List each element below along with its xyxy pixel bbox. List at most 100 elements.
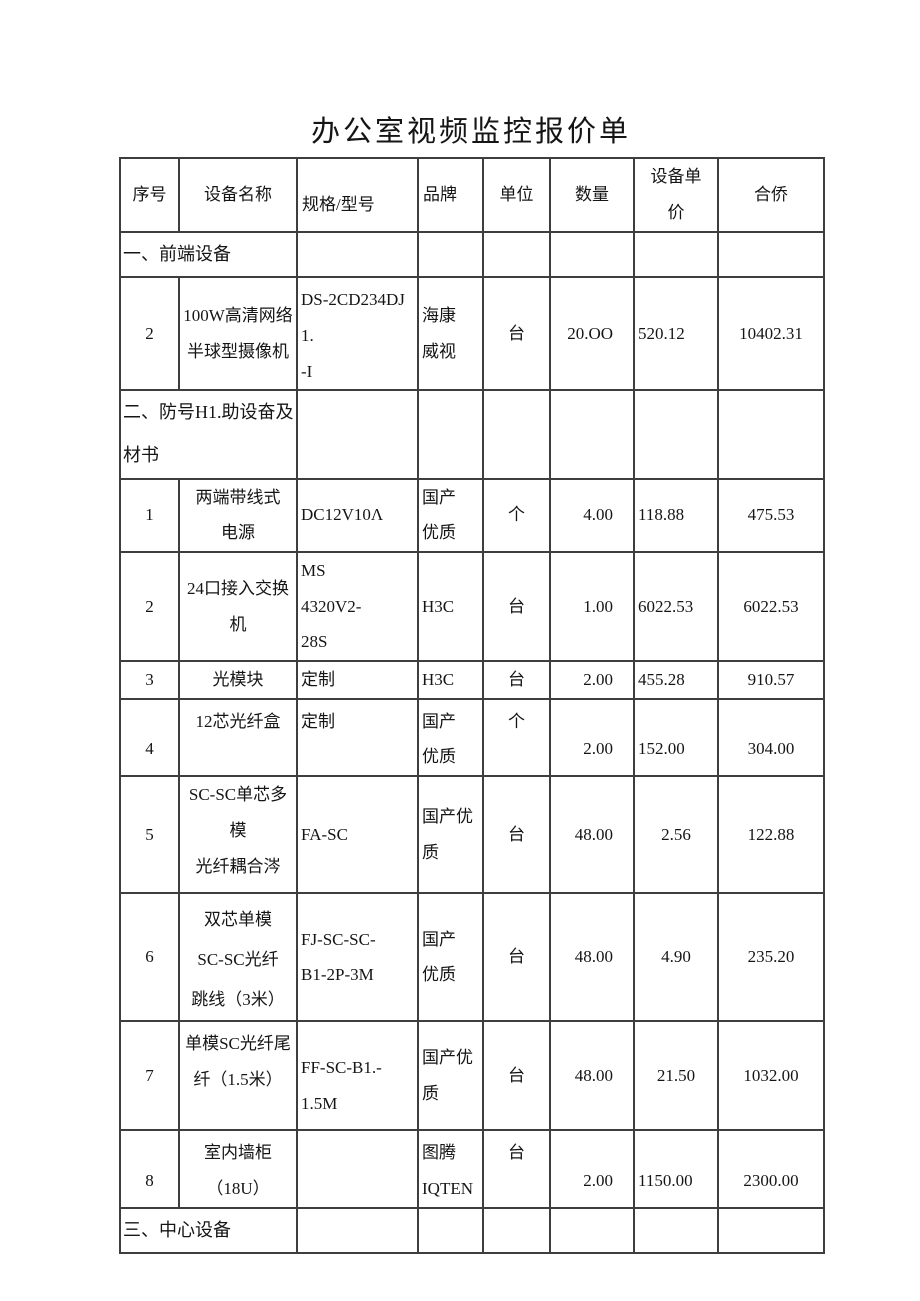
table-row: 7 单模SC光纤尾 纤（1.5米） FF-SC-B1.- 1.5M 国产优 质台 48.…	[119, 1020, 825, 1132]
cell-brand: 国产 优质	[417, 477, 484, 554]
cell-no: 4	[119, 697, 180, 778]
header-price: 设备单 价	[633, 157, 719, 233]
table-row: 8 室内墙柜 （18U） 图腾 IQTEN 台 2.00 1150.00 2300.00	[119, 1129, 825, 1209]
cell-no: 3	[119, 660, 180, 700]
table-row: 4 12芯光纤盒 定制 国产 优质个 2.00 152.00 304.00	[119, 697, 825, 778]
header-name: 设备名称	[178, 157, 298, 233]
empty-cell	[549, 1206, 635, 1254]
cell-qty: 1.00	[549, 550, 635, 663]
section-label: 一、前端设备	[119, 230, 298, 279]
cell-name: 100W高清网络 半球型摄像机	[178, 276, 298, 392]
cell-spec: MS 4320V2- 28S	[296, 550, 419, 663]
empty-cell	[482, 230, 551, 279]
cell-spec: DS-2CD234DJ1. -I	[296, 276, 419, 392]
cell-qty: 48.00	[549, 1020, 635, 1132]
cell-spec: DC12V10Λ	[296, 477, 419, 554]
empty-cell	[296, 389, 419, 480]
cell-unit: 台	[482, 892, 551, 1023]
cell-no: 7	[119, 1020, 180, 1132]
cell-total: 2300.00	[717, 1129, 825, 1209]
cell-brand: 国产 优质	[417, 892, 484, 1023]
cell-no: 6	[119, 892, 180, 1023]
empty-cell	[549, 230, 635, 279]
cell-brand: 国产优 质	[417, 1020, 484, 1132]
cell-price: 6022.53	[633, 550, 719, 663]
cell-brand: 国产优 质	[417, 775, 484, 895]
cell-total: 10402.31	[717, 276, 825, 392]
empty-cell	[633, 389, 719, 480]
empty-cell	[633, 1206, 719, 1254]
cell-brand: 图腾 IQTEN	[417, 1129, 484, 1209]
cell-qty: 48.00	[549, 775, 635, 895]
header-total: 合侨	[717, 157, 825, 233]
empty-cell	[482, 1206, 551, 1254]
cell-unit: 台	[482, 550, 551, 663]
table-row: 1 两端带线式 电源 DC12V10Λ 国产 优质个 4.00 118.88 475.53	[119, 477, 825, 554]
cell-name: 光模块	[178, 660, 298, 700]
cell-price: 455.28	[633, 660, 719, 700]
cell-price: 152.00	[633, 697, 719, 778]
cell-unit: 个	[482, 477, 551, 554]
empty-cell	[549, 389, 635, 480]
cell-name: 双芯单模 SC-SC光纤 跳线（3米）	[178, 892, 298, 1023]
cell-total: 304.00	[717, 697, 825, 778]
table-body: 一、前端设备 2 100W高清网络 半球型摄像机 DS-2CD234DJ1. -I 海康…	[119, 230, 825, 1254]
cell-price: 520.12	[633, 276, 719, 392]
empty-cell	[717, 389, 825, 480]
cell-total: 6022.53	[717, 550, 825, 663]
cell-spec	[296, 1129, 419, 1209]
cell-no: 8	[119, 1129, 180, 1209]
cell-price: 4.90	[633, 892, 719, 1023]
cell-unit: 台	[482, 660, 551, 700]
cell-unit: 台	[482, 1020, 551, 1132]
page-title: 办公室视频监控报价单	[310, 116, 631, 148]
quotation-table: 序号 设备名称 规格/型号 品牌 单位 数量 设备单 价合侨 一、前端设备 2 100W高清网络…	[119, 157, 825, 1254]
section-row: 一、前端设备	[119, 230, 825, 279]
cell-unit: 台	[482, 775, 551, 895]
table-row: 3 光模块 定制 H3C 台 2.00 455.28 910.57	[119, 660, 825, 700]
cell-price: 118.88	[633, 477, 719, 554]
empty-cell	[417, 230, 484, 279]
empty-cell	[482, 389, 551, 480]
cell-price: 2.56	[633, 775, 719, 895]
cell-name: 单模SC光纤尾 纤（1.5米）	[178, 1020, 298, 1132]
cell-spec: 定制	[296, 660, 419, 700]
section-label: 二、防号H1.助设奋及 材书	[119, 389, 298, 480]
empty-cell	[417, 1206, 484, 1254]
cell-brand: H3C	[417, 660, 484, 700]
empty-cell	[717, 1206, 825, 1254]
header-row: 序号 设备名称 规格/型号 品牌 单位 数量 设备单 价合侨	[119, 157, 825, 233]
cell-no: 2	[119, 276, 180, 392]
cell-spec: 定制	[296, 697, 419, 778]
header-brand: 品牌	[417, 157, 484, 233]
cell-total: 235.20	[717, 892, 825, 1023]
cell-price: 1150.00	[633, 1129, 719, 1209]
header-spec: 规格/型号	[296, 157, 419, 233]
empty-cell	[633, 230, 719, 279]
cell-spec: FJ-SC-SC- B1-2P-3M	[296, 892, 419, 1023]
header-qty: 数量	[549, 157, 635, 233]
empty-cell	[296, 1206, 419, 1254]
cell-qty: 4.00	[549, 477, 635, 554]
table-row: 2 100W高清网络 半球型摄像机 DS-2CD234DJ1. -I 海康 威视台 20…	[119, 276, 825, 392]
empty-cell	[717, 230, 825, 279]
cell-name: 两端带线式 电源	[178, 477, 298, 554]
cell-total: 122.88	[717, 775, 825, 895]
header-unit: 单位	[482, 157, 551, 233]
table-row: 2 24口接入交换 机 MS 4320V2- 28S H3C 台 1.00 6022.53 6…	[119, 550, 825, 663]
cell-brand: 国产 优质	[417, 697, 484, 778]
cell-brand: 海康 威视	[417, 276, 484, 392]
cell-unit: 台	[482, 276, 551, 392]
cell-qty: 20.OO	[549, 276, 635, 392]
empty-cell	[296, 230, 419, 279]
cell-spec: FF-SC-B1.- 1.5M	[296, 1020, 419, 1132]
cell-name: SC-SC单芯多模 光纤耦合涔	[178, 775, 298, 895]
cell-qty: 2.00	[549, 697, 635, 778]
table-row: 6 双芯单模 SC-SC光纤 跳线（3米） FJ-SC-SC- B1-2P-3M 国产…	[119, 892, 825, 1023]
cell-brand: H3C	[417, 550, 484, 663]
cell-spec: FA-SC	[296, 775, 419, 895]
cell-name: 12芯光纤盒	[178, 697, 298, 778]
section-label: 三、中心设备	[119, 1206, 298, 1254]
cell-total: 475.53	[717, 477, 825, 554]
cell-unit: 台	[482, 1129, 551, 1209]
